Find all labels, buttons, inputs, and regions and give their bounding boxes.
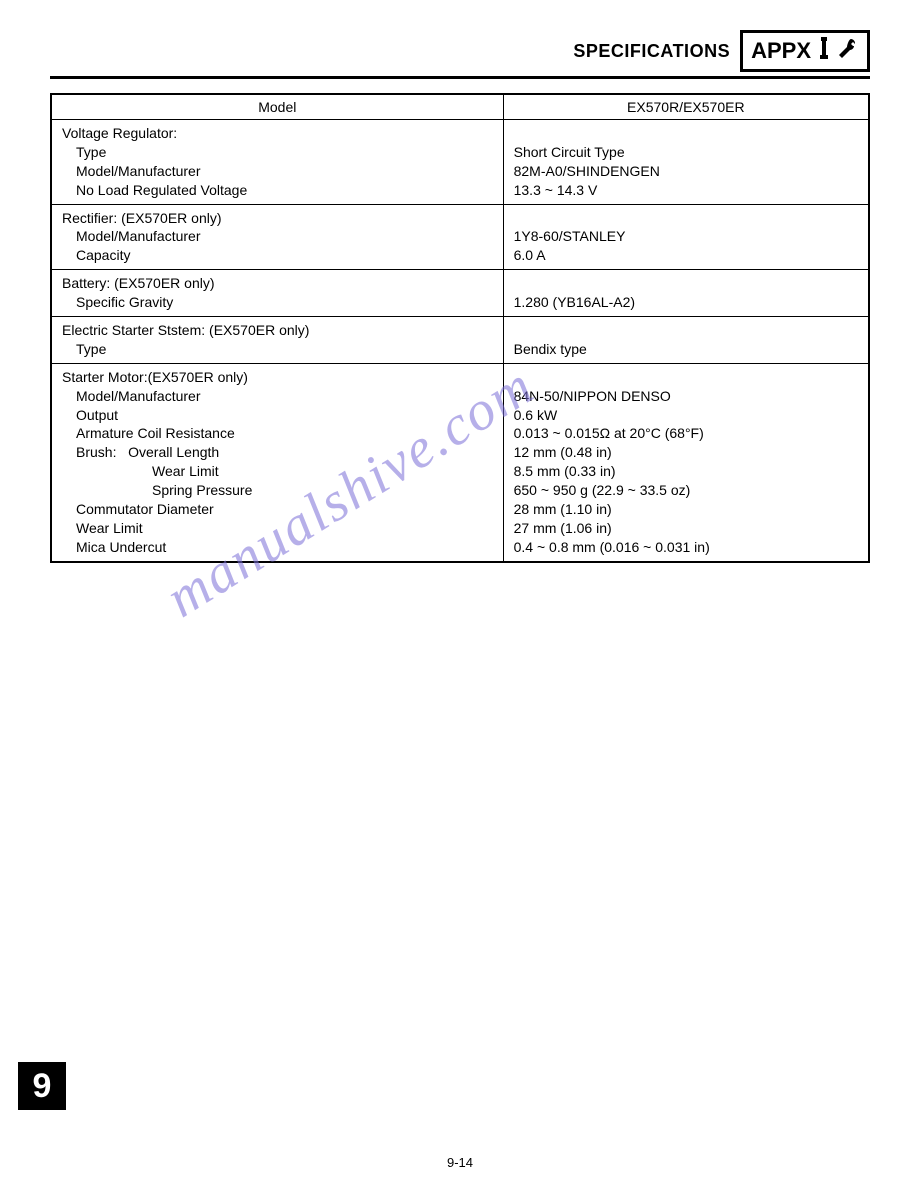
table-section: Battery: (EX570ER only)Specific Gravity … [51, 270, 869, 317]
spec-value: 12 mm (0.48 in) [514, 443, 858, 462]
spec-label: Armature Coil Resistance [62, 424, 493, 443]
spec-label: Mica Undercut [62, 538, 493, 557]
section-values: 1.280 (YB16AL-A2) [503, 270, 869, 317]
table-section: Rectifier: (EX570ER only)Model/Manufactu… [51, 204, 869, 270]
spec-label: Model/Manufacturer [62, 162, 493, 181]
section-heading-spacer [514, 209, 858, 228]
spec-label: Wear Limit [62, 519, 493, 538]
section-heading-spacer [514, 368, 858, 387]
section-values: Bendix type [503, 317, 869, 364]
spec-label: Spring Pressure [62, 481, 493, 500]
spec-label: Type [62, 340, 493, 359]
spec-value: 650 ~ 950 g (22.9 ~ 33.5 oz) [514, 481, 858, 500]
spec-value: 6.0 A [514, 246, 858, 265]
section-heading: Rectifier: (EX570ER only) [62, 209, 493, 228]
section-heading-spacer [514, 124, 858, 143]
section-labels: Starter Motor:(EX570ER only)Model/Manufa… [51, 363, 503, 561]
chapter-badge: 9 [18, 1062, 66, 1110]
section-heading-spacer [514, 274, 858, 293]
spec-value: Bendix type [514, 340, 858, 359]
spec-value: 0.6 kW [514, 406, 858, 425]
section-values: 84N-50/NIPPON DENSO0.6 kW0.013 ~ 0.015Ω … [503, 363, 869, 561]
section-title: SPECIFICATIONS [573, 41, 730, 62]
spec-label: Capacity [62, 246, 493, 265]
col-header-model: Model [51, 94, 503, 120]
section-heading-spacer [514, 321, 858, 340]
page-number: 9-14 [0, 1155, 920, 1170]
section-heading: Battery: (EX570ER only) [62, 274, 493, 293]
specifications-table: Model EX570R/EX570ER Voltage Regulator:T… [50, 93, 870, 563]
section-heading: Starter Motor:(EX570ER only) [62, 368, 493, 387]
table-section: Starter Motor:(EX570ER only)Model/Manufa… [51, 363, 869, 561]
spec-value: 82M-A0/SHINDENGEN [514, 162, 858, 181]
section-labels: Rectifier: (EX570ER only)Model/Manufactu… [51, 204, 503, 270]
appendix-badge: APPX [740, 30, 870, 72]
spec-label: Wear Limit [62, 462, 493, 481]
spec-value: 0.4 ~ 0.8 mm (0.016 ~ 0.031 in) [514, 538, 858, 557]
spec-label: No Load Regulated Voltage [62, 181, 493, 200]
table-section: Voltage Regulator:TypeModel/Manufacturer… [51, 120, 869, 205]
spec-value: 13.3 ~ 14.3 V [514, 181, 858, 200]
spec-label: Commutator Diameter [62, 500, 493, 519]
spec-label: Model/Manufacturer [62, 387, 493, 406]
spec-label: Type [62, 143, 493, 162]
spec-value: 1Y8-60/STANLEY [514, 227, 858, 246]
spec-value: 8.5 mm (0.33 in) [514, 462, 858, 481]
spec-label: Output [62, 406, 493, 425]
section-heading: Voltage Regulator: [62, 124, 493, 143]
wrench-icon [837, 37, 859, 65]
section-values: Short Circuit Type82M-A0/SHINDENGEN13.3 … [503, 120, 869, 205]
spec-value: 1.280 (YB16AL-A2) [514, 293, 858, 312]
table-header-row: Model EX570R/EX570ER [51, 94, 869, 120]
spec-label: Model/Manufacturer [62, 227, 493, 246]
section-values: 1Y8-60/STANLEY6.0 A [503, 204, 869, 270]
appendix-label: APPX [751, 38, 811, 64]
spec-value: 0.013 ~ 0.015Ω at 20°C (68°F) [514, 424, 858, 443]
section-heading: Electric Starter Ststem: (EX570ER only) [62, 321, 493, 340]
page-header: SPECIFICATIONS APPX [50, 30, 870, 72]
section-labels: Electric Starter Ststem: (EX570ER only)T… [51, 317, 503, 364]
section-labels: Voltage Regulator:TypeModel/Manufacturer… [51, 120, 503, 205]
spec-value: Short Circuit Type [514, 143, 858, 162]
spec-label: Brush: Overall Length [62, 443, 493, 462]
spark-plug-icon [817, 37, 831, 65]
spec-value: 27 mm (1.06 in) [514, 519, 858, 538]
spec-value: 28 mm (1.10 in) [514, 500, 858, 519]
spec-value: 84N-50/NIPPON DENSO [514, 387, 858, 406]
section-labels: Battery: (EX570ER only)Specific Gravity [51, 270, 503, 317]
col-header-value: EX570R/EX570ER [503, 94, 869, 120]
header-divider [50, 76, 870, 79]
spec-label: Specific Gravity [62, 293, 493, 312]
table-section: Electric Starter Ststem: (EX570ER only)T… [51, 317, 869, 364]
